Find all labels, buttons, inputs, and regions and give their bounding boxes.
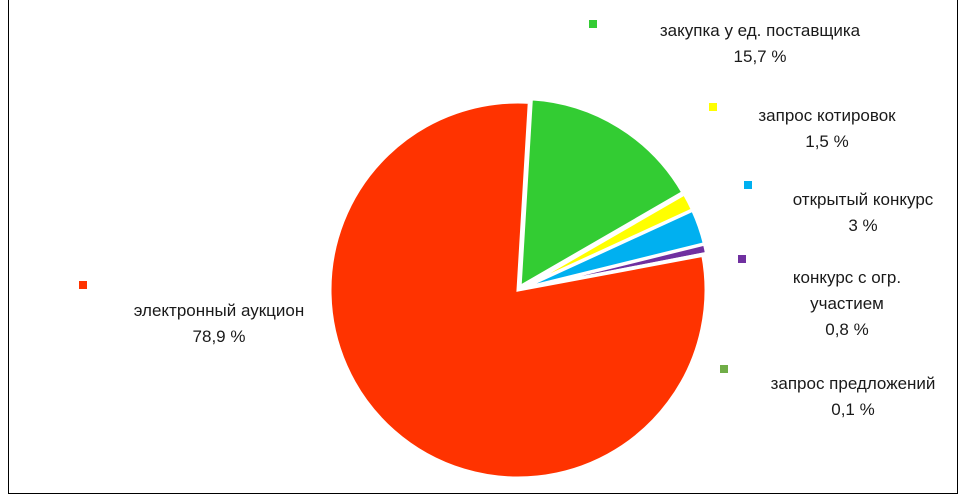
data-label-auction: электронный аукцион 78,9 % (104, 298, 334, 350)
legend-marker-auction (79, 281, 87, 289)
data-label-limited-tender: конкурс с огр. участием 0,8 % (752, 265, 942, 343)
slice-value-quotation: 1,5 % (805, 132, 849, 151)
data-label-single-supplier: закупка у ед. поставщика 15,7 % (625, 18, 895, 70)
pie-slice-auction (328, 100, 708, 480)
slice-value-auction: 78,9 % (192, 327, 246, 346)
slice-name-auction: электронный аукцион (133, 301, 305, 320)
data-label-open-tender: открытый конкурс 3 % (764, 187, 962, 239)
slice-name-open-tender: открытый конкурс (792, 190, 934, 209)
chart-frame (8, 0, 958, 494)
slice-value-limited-tender: 0,8 % (825, 320, 869, 339)
legend-marker-open-tender (744, 181, 752, 189)
slice-name-limited-tender-line1: конкурс с огр. (792, 268, 902, 287)
slice-value-open-tender: 3 % (848, 216, 878, 235)
pie-slice-single-supplier (518, 97, 685, 290)
slice-value-proposals: 0,1 % (831, 400, 875, 419)
legend-marker-limited-tender (738, 255, 746, 263)
slice-name-proposals: запрос предложений (770, 374, 936, 393)
slice-name-single-supplier: закупка у ед. поставщика (659, 21, 861, 40)
data-label-quotation: запрос котировок 1,5 % (732, 103, 922, 155)
slice-value-single-supplier: 15,7 % (733, 47, 787, 66)
legend-marker-proposals (720, 365, 728, 373)
legend-marker-single-supplier (589, 20, 597, 28)
legend-marker-quotation (709, 103, 717, 111)
slice-name-quotation: запрос котировок (758, 106, 896, 125)
data-label-proposals: запрос предложений 0,1 % (740, 371, 966, 423)
slice-name-limited-tender-line2: участием (810, 294, 884, 313)
